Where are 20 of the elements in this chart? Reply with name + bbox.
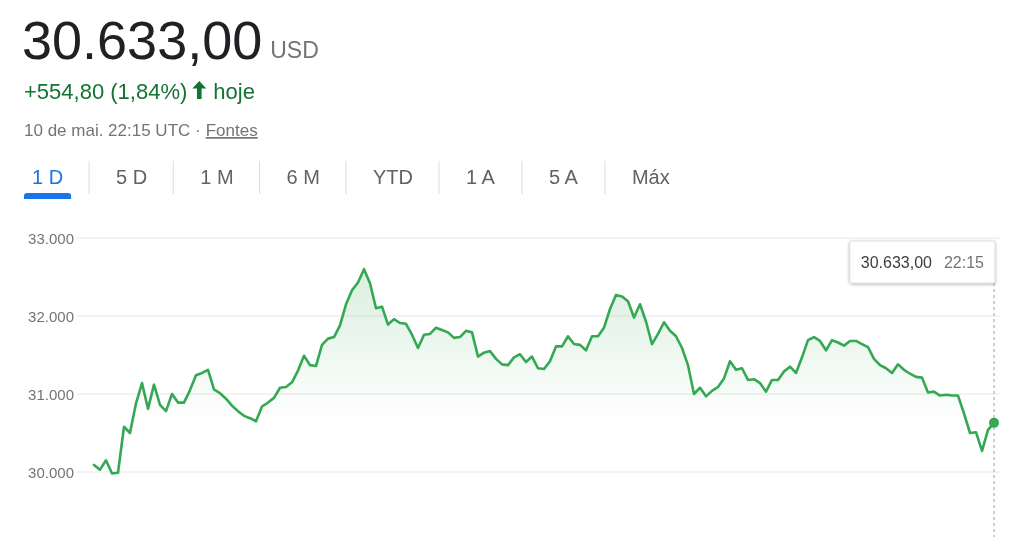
text: USD	[270, 37, 319, 63]
y-tick-label: 32.000	[28, 307, 74, 325]
text: 6 M	[286, 166, 320, 188]
chart-subtitle: +554,80 (1,84%)	[24, 79, 188, 104]
text: 5 D	[116, 166, 148, 188]
y-tick-label: 31.000	[28, 385, 74, 403]
text: 10 de mai. 22:15 UTC ·	[24, 121, 201, 140]
y-tick-label: 33.000	[28, 229, 74, 247]
text: 30.633,00	[22, 10, 263, 70]
text: YTD	[372, 166, 413, 188]
y-tick-label: 30.000	[28, 463, 74, 481]
text: hoje	[213, 79, 255, 104]
text: Máx	[631, 166, 670, 188]
text: 1 A	[465, 166, 496, 188]
text: 1 D	[32, 166, 64, 188]
text: 30.633,00	[860, 254, 933, 271]
text: Fontes	[205, 121, 258, 140]
annotation: 22:15	[943, 254, 985, 271]
text: 5 A	[548, 166, 579, 188]
text: 1 M	[200, 166, 234, 188]
